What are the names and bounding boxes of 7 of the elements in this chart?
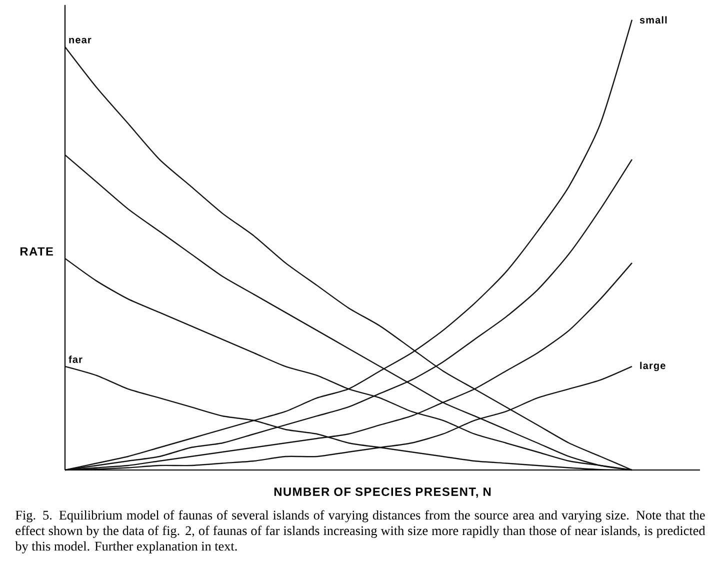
series-label: near (69, 38, 92, 44)
x-axis-title: NUMBER OF SPECIES PRESENT, N (274, 488, 491, 498)
series-label: far (68, 356, 82, 363)
series-label: large (640, 362, 666, 372)
caption: Fig. 5. Equilibrium model of faunas of several islands of varying distances from the source area and varying size. Note that the effect shown by the data of fig. 2, of faunas of far islands increasing with size more rapidly than those of near islands, is predicted by this model. Further explanation in text. (15, 510, 706, 554)
series-label: small (640, 16, 667, 24)
y-axis-title: RATE (20, 247, 53, 256)
